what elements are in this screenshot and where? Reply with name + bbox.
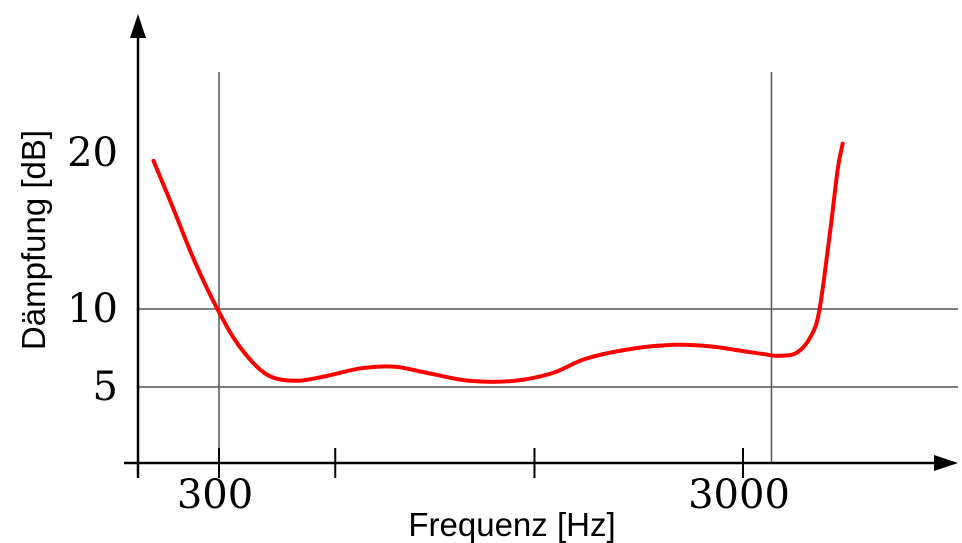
x-tick-label: 3000 [688,472,790,518]
y-axis-label: Dämpfung [dB] [15,130,52,350]
y-axis-arrow-icon [130,14,146,38]
y-tick-label: 10 [67,286,118,332]
x-axis-arrow-icon [934,455,958,471]
x-tick-label: 300 [177,472,253,518]
axes [124,14,958,478]
y-tick-label: 20 [67,130,118,176]
grid-lines [138,72,958,463]
ticks: 5 10 20 300 3000 [67,130,790,518]
series [151,141,845,384]
series-line [151,141,845,384]
y-tick-label: 5 [93,364,118,410]
x-axis-label: Frequenz [Hz] [408,506,615,543]
